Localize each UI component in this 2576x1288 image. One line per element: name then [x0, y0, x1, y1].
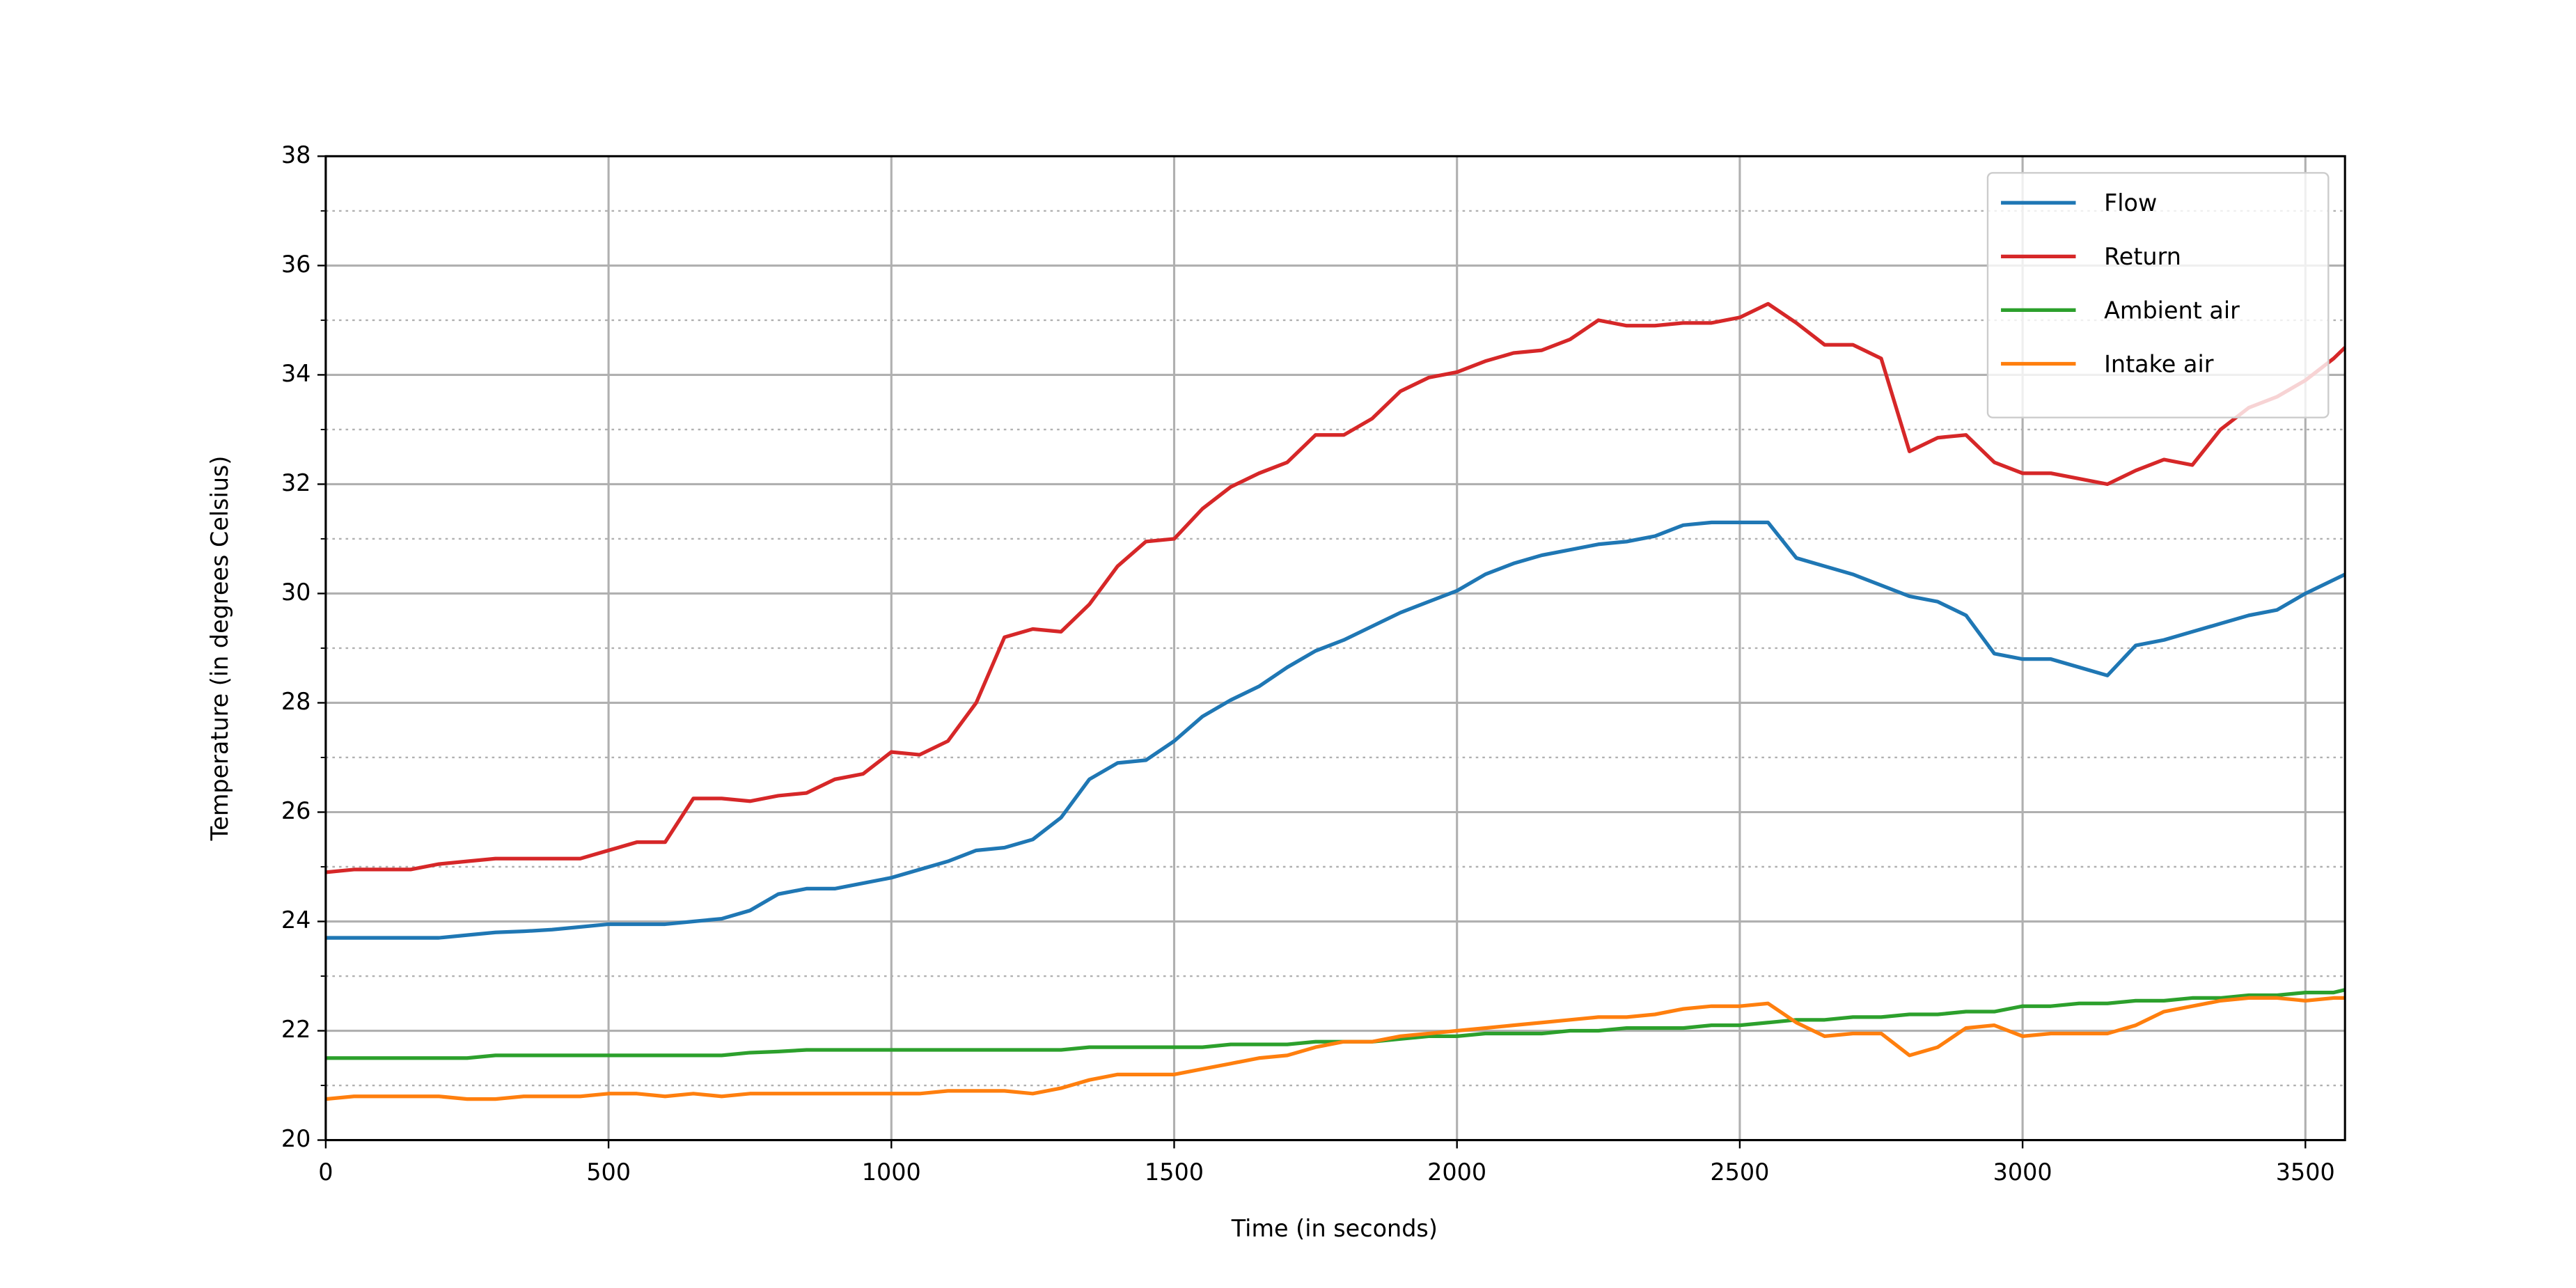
- y-tick-label: 28: [281, 688, 311, 715]
- legend-label: Ambient air: [2104, 297, 2240, 324]
- x-tick-label: 1500: [1145, 1159, 1204, 1186]
- x-tick-label: 2500: [1710, 1159, 1769, 1186]
- x-tick-label: 0: [318, 1159, 333, 1186]
- y-tick-label: 34: [281, 360, 311, 387]
- y-axis-label: Temperature (in degrees Celsius): [206, 456, 233, 842]
- plot-frame: [324, 155, 2346, 1142]
- y-tick-label: 20: [281, 1125, 311, 1152]
- series-line: [325, 996, 2346, 1101]
- y-tick-label: 24: [281, 906, 311, 934]
- x-tick-label: 3500: [2276, 1159, 2335, 1186]
- legend-label: Flow: [2104, 189, 2157, 217]
- x-axis-label: Time (in seconds): [1231, 1215, 1438, 1242]
- x-tick-label: 500: [586, 1159, 631, 1186]
- legend-box: [1986, 172, 2330, 418]
- y-tick-label: 26: [281, 797, 311, 824]
- legend: Flow Return Ambient air Intake air: [1986, 172, 2330, 418]
- series-line: [325, 301, 2347, 874]
- series-line: [325, 988, 2346, 1060]
- x-tick-label: 2000: [1427, 1159, 1486, 1186]
- y-tick-label: 32: [281, 469, 311, 496]
- legend-label: Intake air: [2104, 350, 2214, 377]
- x-tick-label: 1000: [862, 1159, 921, 1186]
- legend-label: Return: [2104, 243, 2181, 270]
- x-tick-label: 3000: [1993, 1159, 2052, 1186]
- y-tick-label: 36: [281, 251, 311, 278]
- series-line: [325, 520, 2346, 940]
- y-tick-label: 22: [281, 1016, 311, 1043]
- y-tick-label: 38: [281, 141, 311, 168]
- y-tick-label: 30: [281, 579, 311, 606]
